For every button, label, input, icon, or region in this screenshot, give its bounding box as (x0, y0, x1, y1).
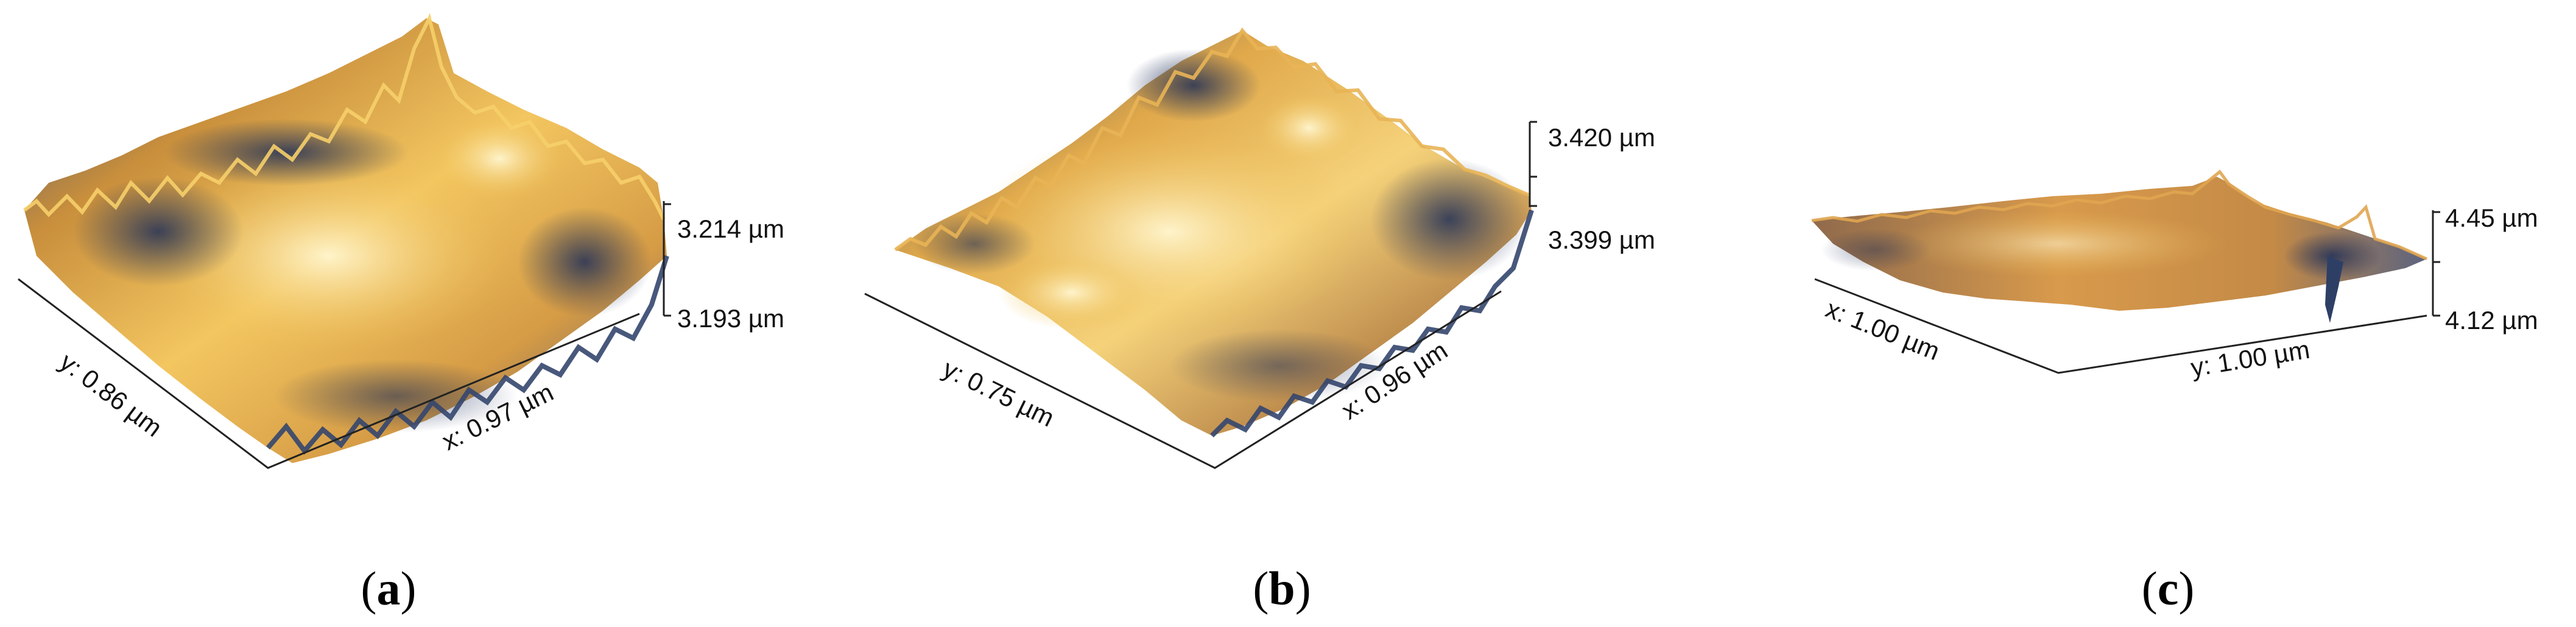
panel-c-z-max-label: 4.45 µm (2445, 204, 2538, 232)
surface-b (894, 27, 1534, 437)
panel-a: y: 0.86 µm x: 0.97 µm 3.214 µm 3.193 µm … (18, 13, 784, 615)
panel-a-y-axis-label: y: 0.86 µm (55, 347, 168, 442)
axes-a (18, 201, 671, 469)
axes-c (1814, 210, 2440, 374)
panel-a-z-min-label: 3.193 µm (677, 304, 784, 333)
panel-b-z-min-label: 3.399 µm (1548, 225, 1655, 254)
panel-a-z-max-label: 3.214 µm (677, 214, 784, 243)
panel-a-caption: (a) (361, 562, 417, 615)
surface-a (23, 13, 669, 463)
panel-b-caption: (b) (1253, 562, 1311, 615)
axes-b (864, 121, 1537, 469)
panel-c-y-axis-label: y: 1.00 µm (2189, 335, 2312, 382)
panel-c: x: 1.00 µm y: 1.00 µm 4.45 µm 4.12 µm (c… (1811, 169, 2538, 615)
panel-b: y: 0.75 µm x: 0.96 µm 3.420 µm 3.399 µm … (864, 27, 1655, 615)
panel-c-caption: (c) (2142, 562, 2195, 615)
panel-c-z-min-label: 4.12 µm (2445, 306, 2538, 335)
surface-c (1811, 169, 2428, 323)
panel-b-z-max-label: 3.420 µm (1548, 123, 1655, 152)
panel-b-y-axis-label: y: 0.75 µm (938, 354, 1059, 433)
